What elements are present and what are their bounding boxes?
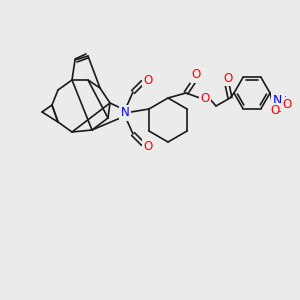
Text: O: O (143, 140, 153, 154)
Text: −: − (277, 107, 284, 116)
Text: O: O (224, 71, 232, 85)
Text: +: + (281, 95, 288, 104)
Text: O: O (200, 92, 210, 104)
Text: N: N (272, 94, 282, 106)
Text: O: O (191, 68, 201, 82)
Text: O: O (282, 98, 292, 112)
Text: N: N (121, 106, 129, 119)
Text: O: O (143, 74, 153, 86)
Text: O: O (270, 104, 280, 118)
